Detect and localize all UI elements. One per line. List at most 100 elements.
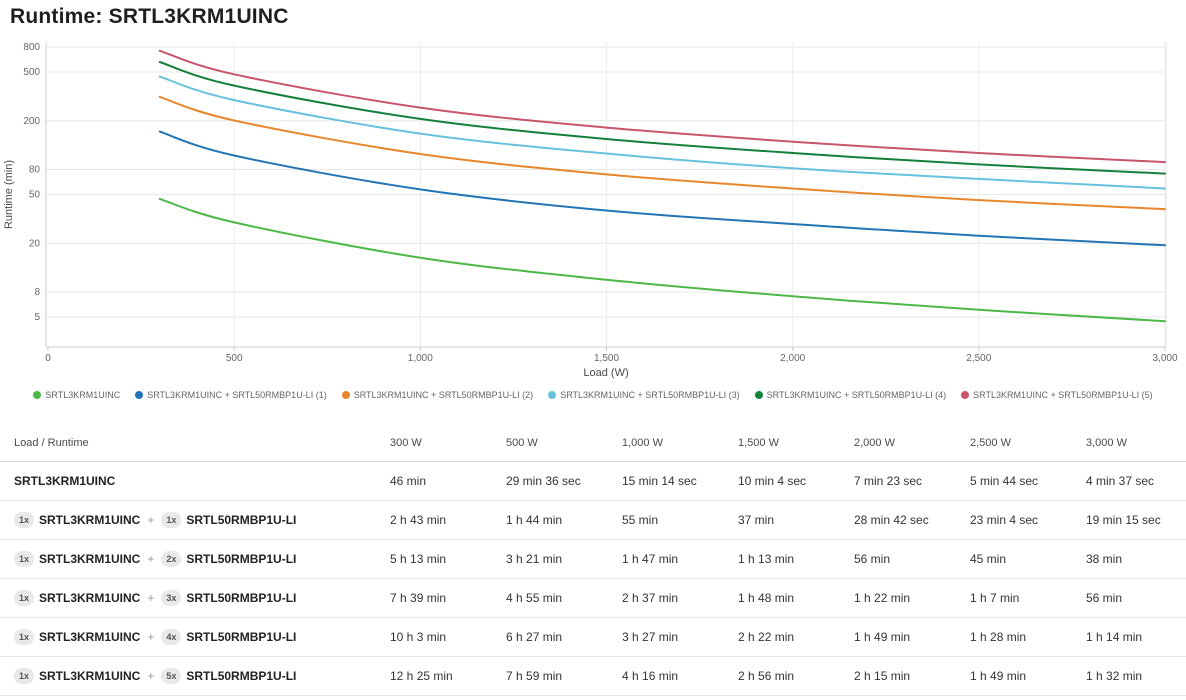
- legend-marker-icon: [548, 391, 557, 399]
- y-axis-title: Runtime (min): [3, 160, 15, 229]
- runtime-cell: 10 h 3 min: [390, 630, 447, 644]
- legend-item-srtl3krm1uinc-srtl50rmbp1u-li-1[interactable]: SRTL3KRM1UINC + SRTL50RMBP1U-LI (1): [135, 390, 327, 400]
- runtime-cell: 29 min 36 sec: [506, 474, 581, 488]
- x-tick-label: 2,000: [780, 353, 805, 364]
- page-title: Runtime: SRTL3KRM1UINC: [10, 5, 289, 28]
- row-label: 1x SRTL3KRM1UINC +3x SRTL50RMBP1U-LI: [14, 590, 390, 606]
- runtime-cell: 37 min: [738, 513, 775, 527]
- runtime-cell: 15 min 14 sec: [622, 474, 697, 488]
- series-line-srtl3krm1uinc[interactable]: [158, 197, 1166, 323]
- runtime-cell: 12 h 25 min: [390, 669, 453, 683]
- column-header: Load / Runtime: [14, 437, 89, 449]
- runtime-cell: 7 min 23 sec: [854, 474, 923, 488]
- legend-marker-icon: [33, 391, 42, 399]
- runtime-cell: 1 h 14 min: [1086, 630, 1143, 644]
- runtime-cell: 1 h 48 min: [738, 591, 795, 605]
- x-tick-label: 2,500: [966, 353, 991, 364]
- legend-item-srtl3krm1uinc-srtl50rmbp1u-li-2[interactable]: SRTL3KRM1UINC + SRTL50RMBP1U-LI (2): [341, 390, 534, 400]
- table-row: 1x SRTL3KRM1UINC +3x SRTL50RMBP1U-LI 7 h 39 …: [0, 579, 1186, 618]
- series-line-srtl3krm1uinc-srtl50rmbp1u-li-5[interactable]: [158, 49, 1166, 164]
- plus-separator: +: [147, 552, 155, 566]
- runtime-cell: 1 h 28 min: [970, 630, 1027, 644]
- x-tick-label: 1,500: [594, 353, 619, 364]
- runtime-cell: 6 h 27 min: [506, 630, 563, 644]
- table-row: 1x SRTL3KRM1UINC +5x SRTL50RMBP1U-LI 12 h 25…: [0, 657, 1186, 696]
- runtime-cell: 7 h 39 min: [390, 591, 447, 605]
- legend-marker-icon: [341, 391, 350, 399]
- table-row: 1x SRTL3KRM1UINC +2x SRTL50RMBP1U-LI 5 h 13 …: [0, 540, 1186, 579]
- x-tick-label: 1,000: [408, 353, 433, 364]
- legend-label: SRTL3KRM1UINC + SRTL50RMBP1U-LI (1): [147, 390, 327, 400]
- series-line-srtl3krm1uinc-srtl50rmbp1u-li-1[interactable]: [158, 130, 1166, 247]
- column-header: 2,000 W: [854, 437, 895, 449]
- runtime-cell: 45 min: [970, 552, 1007, 566]
- product-name: SRTL3KRM1UINC: [39, 513, 141, 527]
- runtime-table: Load / Runtime 300 W 500 W 1,000 W 1,500 W 2,…: [0, 425, 1186, 696]
- y-tick-label: 50: [29, 190, 41, 201]
- legend-label: SRTL3KRM1UINC + SRTL50RMBP1U-LI (2): [353, 390, 534, 400]
- x-axis-title: Load (W): [583, 367, 628, 379]
- series-line-srtl3krm1uinc-srtl50rmbp1u-li-2[interactable]: [158, 95, 1166, 211]
- legend-marker-icon: [135, 391, 144, 399]
- runtime-cell: 2 h 56 min: [738, 669, 795, 683]
- y-tick-label: 80: [29, 165, 41, 176]
- runtime-cell: 1 h 44 min: [506, 513, 563, 527]
- plus-separator: +: [147, 513, 155, 527]
- legend-item-srtl3krm1uinc-srtl50rmbp1u-li-5[interactable]: SRTL3KRM1UINC + SRTL50RMBP1U-LI (5): [961, 390, 1153, 400]
- legend-item-srtl3krm1uinc[interactable]: SRTL3KRM1UINC: [33, 390, 120, 400]
- legend-label: SRTL3KRM1UINC: [45, 390, 121, 400]
- table-header-row: Load / Runtime 300 W 500 W 1,000 W 1,500 W 2,…: [0, 425, 1186, 462]
- column-header: 2,500 W: [970, 437, 1011, 449]
- quantity-badge: 4x: [161, 629, 182, 645]
- quantity-badge: 2x: [161, 551, 182, 567]
- runtime-cell: 2 h 22 min: [738, 630, 795, 644]
- quantity-badge: 1x: [14, 629, 34, 645]
- runtime-cell: 46 min: [390, 474, 427, 488]
- runtime-cell: 4 h 16 min: [622, 669, 679, 683]
- legend-label: SRTL3KRM1UINC + SRTL50RMBP1U-LI (4): [766, 390, 947, 400]
- column-header: 1,000 W: [622, 437, 663, 449]
- product-name: SRTL3KRM1UINC: [39, 591, 141, 605]
- product-name: SRTL50RMBP1U-LI: [186, 669, 297, 683]
- series-line-srtl3krm1uinc-srtl50rmbp1u-li-3[interactable]: [158, 75, 1166, 190]
- runtime-cell: 2 h 43 min: [390, 513, 447, 527]
- runtime-cell: 1 h 49 min: [854, 630, 911, 644]
- legend-item-srtl3krm1uinc-srtl50rmbp1u-li-4[interactable]: SRTL3KRM1UINC + SRTL50RMBP1U-LI (4): [754, 390, 947, 400]
- series-line-srtl3krm1uinc-srtl50rmbp1u-li-4[interactable]: [158, 61, 1166, 175]
- quantity-badge: 1x: [14, 551, 34, 567]
- runtime-cell: 1 h 49 min: [970, 669, 1027, 683]
- legend-marker-icon: [961, 391, 970, 399]
- runtime-cell: 2 h 15 min: [854, 669, 911, 683]
- product-name: SRTL3KRM1UINC: [39, 669, 141, 683]
- column-header: 1,500 W: [738, 437, 779, 449]
- y-tick-label: 800: [23, 42, 40, 53]
- runtime-cell: 4 h 55 min: [506, 591, 563, 605]
- runtime-cell: 2 h 37 min: [622, 591, 679, 605]
- product-name: SRTL50RMBP1U-LI: [186, 591, 297, 605]
- x-tick-label: 0: [45, 353, 51, 364]
- legend-item-srtl3krm1uinc-srtl50rmbp1u-li-3[interactable]: SRTL3KRM1UINC + SRTL50RMBP1U-LI (3): [548, 390, 740, 400]
- product-name: SRTL50RMBP1U-LI: [186, 552, 297, 566]
- quantity-badge: 3x: [161, 590, 182, 606]
- legend-label: SRTL3KRM1UINC + SRTL50RMBP1U-LI (3): [560, 390, 740, 400]
- product-name: SRTL3KRM1UINC: [14, 474, 116, 488]
- product-name: SRTL3KRM1UINC: [39, 552, 141, 566]
- runtime-cell: 38 min: [1086, 552, 1123, 566]
- runtime-cell: 1 h 32 min: [1086, 669, 1143, 683]
- runtime-cell: 1 h 22 min: [854, 591, 911, 605]
- quantity-badge: 5x: [161, 668, 182, 684]
- column-header: 500 W: [506, 437, 538, 449]
- plus-separator: +: [147, 669, 155, 683]
- quantity-badge: 1x: [14, 590, 34, 606]
- quantity-badge: 1x: [161, 512, 182, 528]
- runtime-cell: 3 h 27 min: [622, 630, 679, 644]
- runtime-cell: 1 h 13 min: [738, 552, 795, 566]
- row-label: SRTL3KRM1UINC: [14, 474, 390, 488]
- table-row: 1x SRTL3KRM1UINC +1x SRTL50RMBP1U-LI 2 h 43 …: [0, 501, 1186, 540]
- runtime-cell: 7 h 59 min: [506, 669, 563, 683]
- table-row: SRTL3KRM1UINC 46 min 29 min 36 sec 15 min 1…: [0, 462, 1186, 501]
- runtime-cell: 28 min 42 sec: [854, 513, 929, 527]
- x-tick-label: 500: [226, 353, 243, 364]
